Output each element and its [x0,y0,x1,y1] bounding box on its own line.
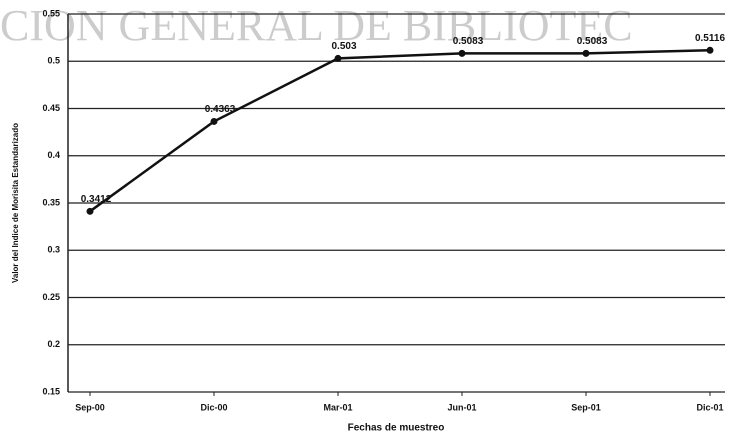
x-tick-label: Dic-00 [200,402,227,412]
y-tick-label: 0.25 [42,292,60,302]
data-point [582,49,590,57]
data-label: 0.4363 [205,104,236,115]
data-label: 0.3412 [81,194,112,205]
y-tick-label: 0.55 [42,8,60,18]
data-point [458,49,466,57]
data-label: 0.5083 [577,36,608,47]
x-tick-label: Jun-01 [447,402,476,412]
y-tick-label: 0.3 [47,245,60,255]
data-label: 0.5083 [453,36,484,47]
data-point [706,46,714,54]
x-tick-label: Sep-01 [571,402,601,412]
data-point [86,207,94,215]
data-label: 0.5116 [695,33,725,44]
x-tick-label: Mar-01 [323,402,352,412]
x-axis-label: Fechas de muestreo [348,423,445,434]
x-tick-label: Dic-01 [696,402,723,412]
y-tick-label: 0.4 [47,150,60,160]
x-tick-label: Sep-00 [75,402,105,412]
y-tick-label: 0.5 [47,56,60,66]
data-line [89,49,711,213]
y-tick-label: 0.2 [47,339,60,349]
data-point [210,117,218,125]
data-point [334,54,342,62]
watermark: CION GENERAL DE BIBLIOTEC [0,1,633,50]
y-tick-label: 0.35 [42,197,60,207]
data-label: 0.503 [331,41,356,52]
y-axis-label: Valor del Indice de Morisita Estandariza… [11,123,20,283]
y-tick-label: 0.45 [42,103,60,113]
y-tick-label: 0.15 [42,386,60,396]
